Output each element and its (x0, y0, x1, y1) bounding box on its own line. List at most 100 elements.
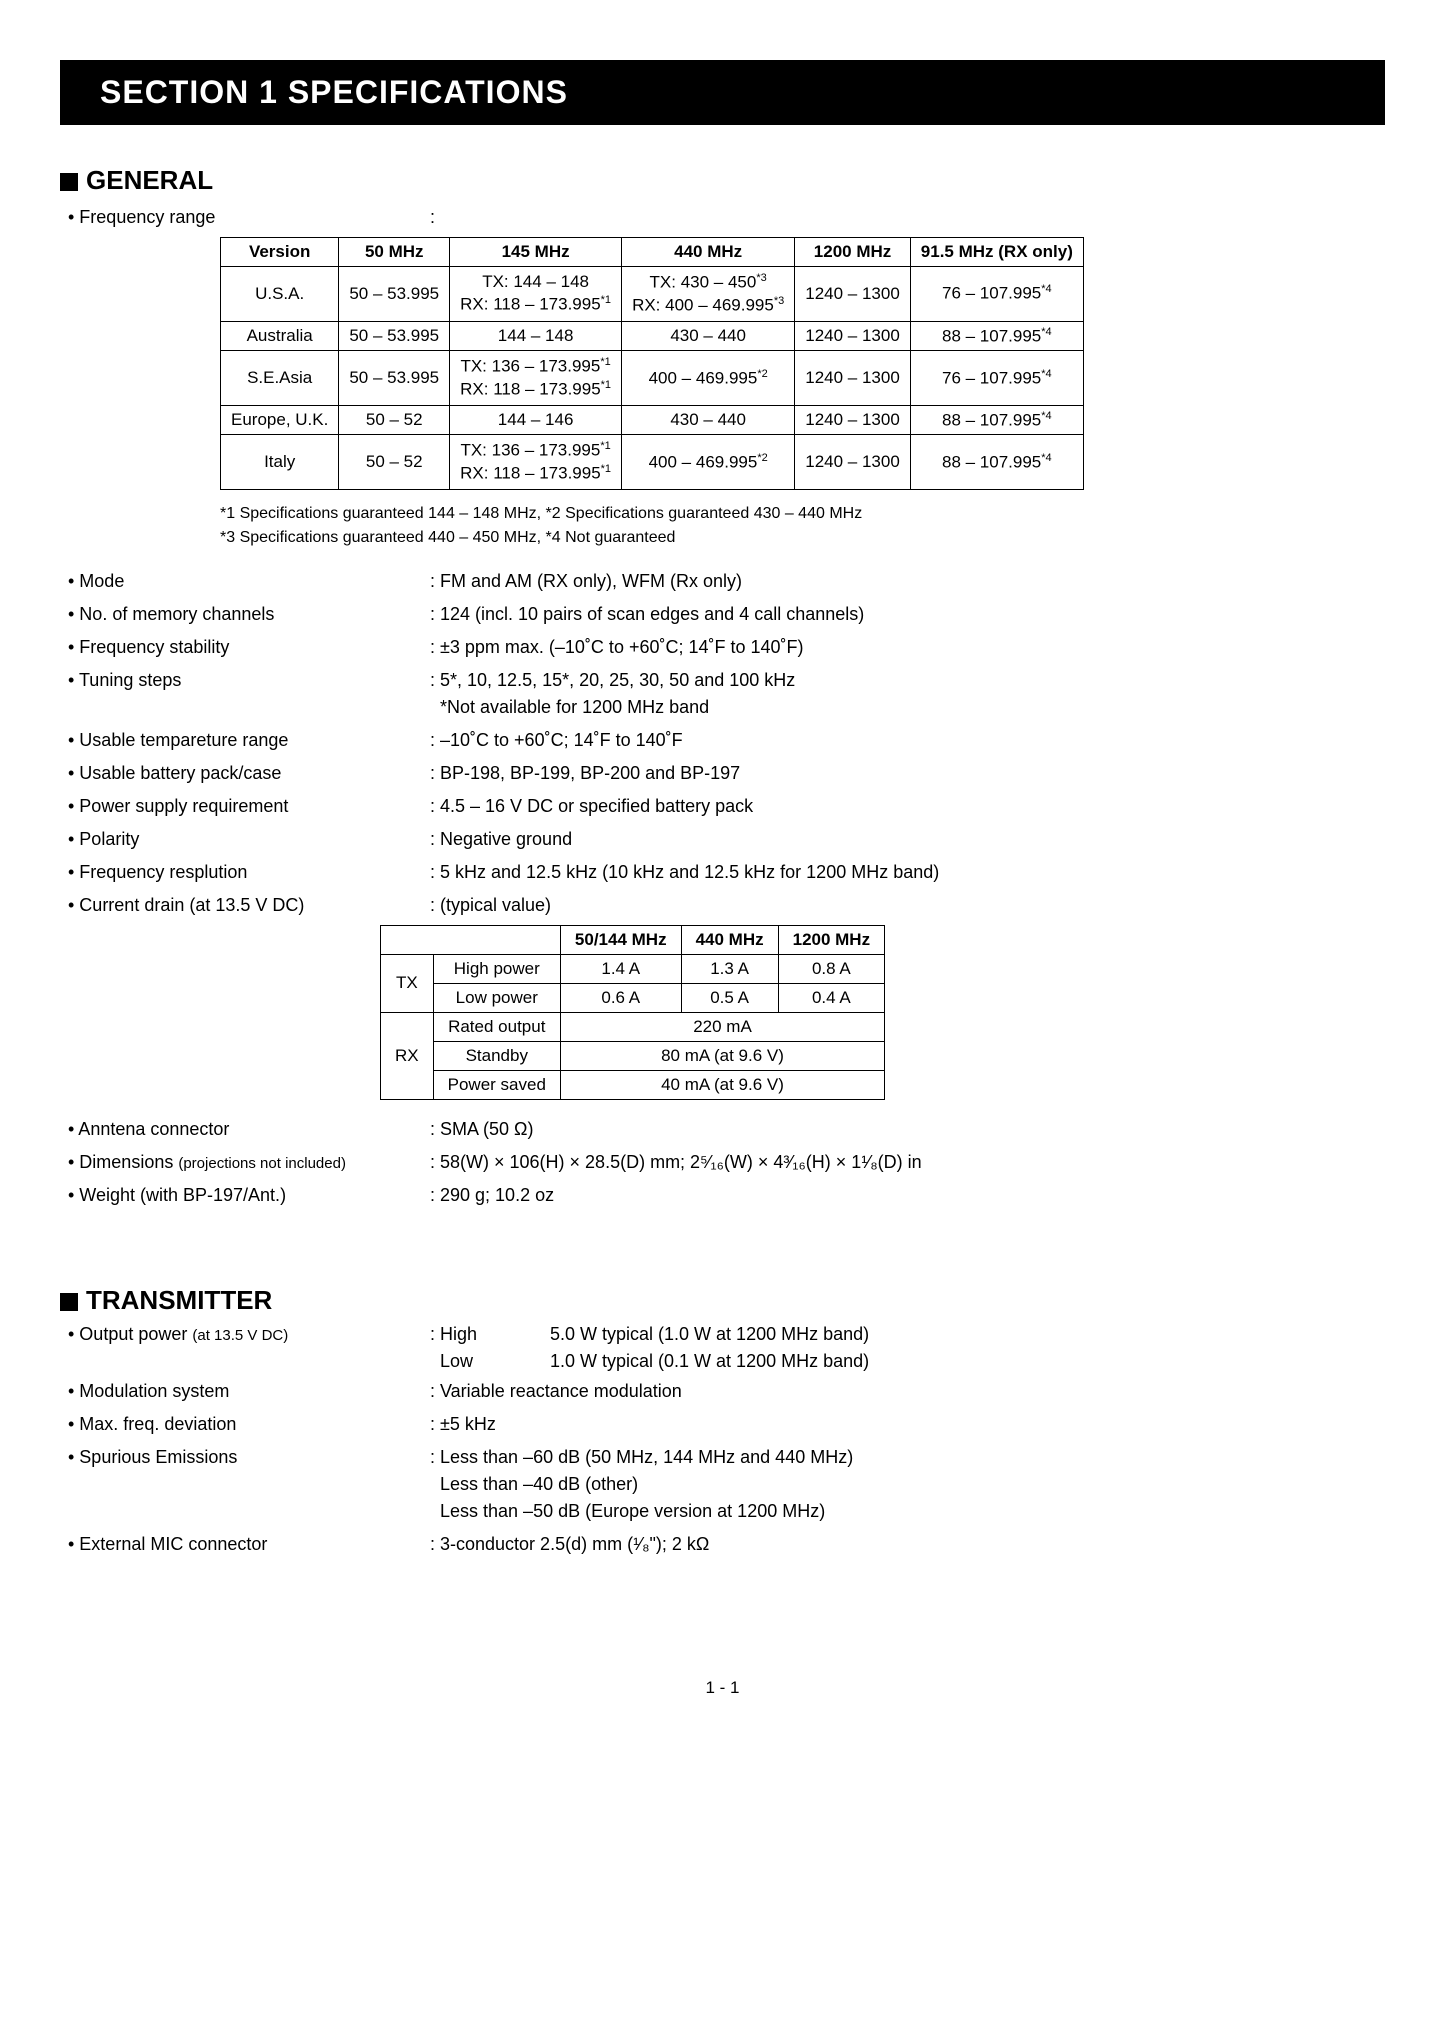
table-cell: 40 mA (at 9.6 V) (560, 1070, 884, 1099)
freq-range-colon: : (430, 204, 1385, 231)
table-header: 1200 MHz (795, 238, 911, 267)
spec-label: • Modulation system (60, 1378, 430, 1405)
table-header: 440 MHz (681, 925, 778, 954)
table-cell: 144 – 146 (450, 405, 622, 435)
table-cell: 1.4 A (560, 954, 681, 983)
table-cell: TX (381, 954, 434, 1012)
table-row: Power saved 40 mA (at 9.6 V) (381, 1070, 885, 1099)
table-cell: 0.6 A (560, 983, 681, 1012)
table-header: 440 MHz (622, 238, 795, 267)
spec-label: • Polarity (60, 826, 430, 853)
table-cell: 220 mA (560, 1012, 884, 1041)
table-cell: 1240 – 1300 (795, 405, 911, 435)
table-cell: Power saved (433, 1070, 560, 1099)
spec-label: • Power supply requirement (60, 793, 430, 820)
transmitter-heading-text: TRANSMITTER (86, 1285, 272, 1315)
table-cell: 1240 – 1300 (795, 435, 911, 490)
spec-value: : 58(W) × 106(H) × 28.5(D) mm; 2⁵⁄₁₆(W) … (430, 1149, 1385, 1176)
spec-value: : (typical value) (430, 892, 1385, 919)
table-row: Low power 0.6 A 0.5 A 0.4 A (381, 983, 885, 1012)
table-cell: U.S.A. (221, 267, 339, 322)
table-cell: Standby (433, 1041, 560, 1070)
current-drain-table: 50/144 MHz 440 MHz 1200 MHz TX High powe… (380, 925, 885, 1100)
footnotes: *1 Specifications guaranteed 144 – 148 M… (220, 502, 1385, 550)
page-number: 1 - 1 (60, 1678, 1385, 1698)
table-cell: 0.4 A (778, 983, 884, 1012)
spec-row: • Tuning steps: 5*, 10, 12.5, 15*, 20, 2… (60, 667, 1385, 721)
table-row: Italy 50 – 52 TX: 136 – 173.995*1RX: 118… (221, 435, 1084, 490)
table-cell: 1.3 A (681, 954, 778, 983)
output-power-row-low: Low 1.0 W typical (0.1 W at 1200 MHz ban… (60, 1351, 1385, 1372)
square-bullet-icon (60, 1293, 78, 1311)
table-cell: TX: 430 – 450*3RX: 400 – 469.995*3 (622, 267, 795, 322)
transmitter-heading: TRANSMITTER (60, 1285, 1385, 1316)
spec-value: : 290 g; 10.2 oz (430, 1182, 1385, 1209)
table-cell: Rated output (433, 1012, 560, 1041)
output-low-label: Low (430, 1351, 550, 1372)
output-high-value: 5.0 W typical (1.0 W at 1200 MHz band) (550, 1324, 1385, 1345)
table-cell: 50 – 53.995 (339, 351, 450, 406)
spec-value: : SMA (50 Ω) (430, 1116, 1385, 1143)
table-cell: TX: 144 – 148RX: 118 – 173.995*1 (450, 267, 622, 322)
table-cell: 76 – 107.995*4 (910, 267, 1083, 322)
table-row: Standby 80 mA (at 9.6 V) (381, 1041, 885, 1070)
spec-label: • Frequency resplution (60, 859, 430, 886)
spec-label: • No. of memory channels (60, 601, 430, 628)
spec-value: : ±5 kHz (430, 1411, 1385, 1438)
table-cell: 400 – 469.995*2 (622, 435, 795, 490)
table-cell: 80 mA (at 9.6 V) (560, 1041, 884, 1070)
table-cell: RX (381, 1012, 434, 1099)
table-cell: 400 – 469.995*2 (622, 351, 795, 406)
table-header: Version (221, 238, 339, 267)
table-cell: 50 – 52 (339, 405, 450, 435)
table-cell: TX: 136 – 173.995*1RX: 118 – 173.995*1 (450, 351, 622, 406)
general-heading-text: GENERAL (86, 165, 213, 195)
spec-row: • Usable battery pack/case: BP-198, BP-1… (60, 760, 1385, 787)
spec-label: • Frequency stability (60, 634, 430, 661)
output-power-row: • Output power (at 13.5 V DC) : High 5.0… (60, 1324, 1385, 1345)
spec-label: • Usable tempareture range (60, 727, 430, 754)
spec-row: • Weight (with BP-197/Ant.): 290 g; 10.2… (60, 1182, 1385, 1209)
spec-value: : Negative ground (430, 826, 1385, 853)
table-cell: 0.5 A (681, 983, 778, 1012)
table-cell: 76 – 107.995*4 (910, 351, 1083, 406)
table-header: 50/144 MHz (560, 925, 681, 954)
spec-label: • Dimensions (projections not included) (60, 1149, 430, 1176)
table-header: 145 MHz (450, 238, 622, 267)
spec-label: • External MIC connector (60, 1531, 430, 1558)
table-cell: 50 – 52 (339, 435, 450, 490)
spec-row: • Spurious Emissions: Less than –60 dB (… (60, 1444, 1385, 1525)
spec-label: • Tuning steps (60, 667, 430, 694)
table-row: S.E.Asia 50 – 53.995 TX: 136 – 173.995*1… (221, 351, 1084, 406)
table-cell: 1240 – 1300 (795, 267, 911, 322)
output-power-label: • Output power (68, 1324, 192, 1344)
square-bullet-icon (60, 173, 78, 191)
spec-label: • Max. freq. deviation (60, 1411, 430, 1438)
spec-value: : 3-conductor 2.5(d) mm (¹⁄₈"); 2 kΩ (430, 1531, 1385, 1558)
table-cell: Low power (433, 983, 560, 1012)
table-header: 1200 MHz (778, 925, 884, 954)
table-header: 50 MHz (339, 238, 450, 267)
spec-label: • Spurious Emissions (60, 1444, 430, 1471)
spec-value: : –10˚C to +60˚C; 14˚F to 140˚F (430, 727, 1385, 754)
table-header: 91.5 MHz (RX only) (910, 238, 1083, 267)
table-cell: 50 – 53.995 (339, 267, 450, 322)
spec-label: • Usable battery pack/case (60, 760, 430, 787)
table-row: U.S.A. 50 – 53.995 TX: 144 – 148RX: 118 … (221, 267, 1084, 322)
table-cell: 1240 – 1300 (795, 321, 911, 351)
output-power-label-small: (at 13.5 V DC) (192, 1327, 288, 1344)
output-high-label: : High (430, 1324, 550, 1345)
spec-row: • Frequency resplution: 5 kHz and 12.5 k… (60, 859, 1385, 886)
table-cell: Italy (221, 435, 339, 490)
table-row: Europe, U.K. 50 – 52 144 – 146 430 – 440… (221, 405, 1084, 435)
spec-label: • Weight (with BP-197/Ant.) (60, 1182, 430, 1209)
table-header (381, 925, 561, 954)
spec-row: • Polarity: Negative ground (60, 826, 1385, 853)
spec-value: : ±3 ppm max. (–10˚C to +60˚C; 14˚F to 1… (430, 634, 1385, 661)
spec-row: • Anntena connector: SMA (50 Ω) (60, 1116, 1385, 1143)
spec-value: : 124 (incl. 10 pairs of scan edges and … (430, 601, 1385, 628)
spec-row: • Frequency stability: ±3 ppm max. (–10˚… (60, 634, 1385, 661)
table-row: RX Rated output 220 mA (381, 1012, 885, 1041)
table-row: TX High power 1.4 A 1.3 A 0.8 A (381, 954, 885, 983)
spec-row: • Current drain (at 13.5 V DC): (typical… (60, 892, 1385, 919)
